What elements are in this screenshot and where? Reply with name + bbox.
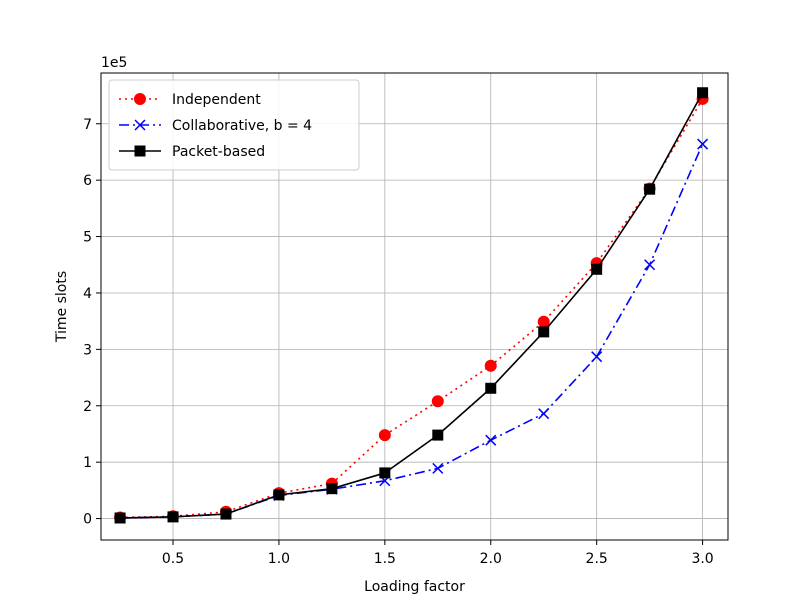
y-tick-label: 1 [83, 455, 92, 471]
legend-entry: Packet-based [119, 144, 265, 160]
data-point [538, 326, 550, 338]
x-tick-label: 1.5 [374, 551, 396, 567]
y-tick-label: 7 [83, 117, 92, 133]
x-tick-label: 1.0 [268, 551, 290, 567]
legend-box [108, 79, 360, 171]
y-axis-label: Time slots [54, 271, 70, 343]
data-point [485, 434, 497, 446]
legend-entry: Independent [119, 92, 261, 108]
data-point [167, 511, 179, 523]
data-point [484, 359, 497, 372]
series-2 [114, 138, 709, 524]
data-point [114, 512, 126, 524]
y-tick-label: 6 [83, 173, 92, 189]
data-point [644, 183, 656, 195]
data-point [697, 138, 709, 150]
y-tick-label: 4 [83, 286, 92, 302]
x-tick-label: 2.5 [586, 551, 608, 567]
legend-label: Independent [172, 92, 261, 108]
data-point [538, 408, 550, 420]
data-point [220, 508, 232, 520]
series-line [120, 98, 704, 519]
legend-entry: Collaborative, b = 4 [119, 118, 312, 134]
data-point [485, 382, 497, 394]
grid [101, 73, 728, 540]
y-tick-label: 0 [83, 512, 92, 528]
y-offset-label: 1e5 [101, 55, 127, 71]
x-tick-label: 0.5 [162, 551, 184, 567]
data-point [134, 145, 146, 157]
data-point [134, 93, 146, 105]
data-point [134, 119, 146, 131]
y-tick-label: 2 [83, 399, 92, 415]
legend: Independent Collaborative, b = 4 Packet-ba… [108, 79, 360, 171]
y-tick-label: 5 [83, 230, 92, 246]
series-layer [114, 87, 709, 524]
legend-label: Collaborative, b = 4 [172, 118, 312, 134]
x-axis-label: Loading factor [364, 579, 465, 595]
data-point [697, 87, 709, 99]
plot-frame [100, 72, 729, 541]
data-point [431, 395, 444, 408]
data-point [591, 263, 603, 275]
data-point [378, 429, 391, 442]
x-tick-label: 3.0 [691, 551, 713, 567]
data-point [537, 315, 550, 328]
x-tick-label: 2.0 [480, 551, 502, 567]
data-point [644, 259, 656, 271]
axis-ticks: 0.5 1.0 1.5 2.0 2.5 3.0 0 1 2 3 4 5 6 7 [83, 117, 714, 567]
legend-label: Packet-based [172, 144, 265, 160]
data-point [591, 351, 603, 363]
data-point [432, 462, 444, 474]
series-3 [114, 87, 709, 524]
data-point [273, 489, 285, 501]
y-tick-label: 3 [83, 342, 92, 358]
data-point [432, 429, 444, 441]
data-point [379, 467, 391, 479]
data-point [326, 483, 338, 495]
series-line [120, 92, 704, 519]
